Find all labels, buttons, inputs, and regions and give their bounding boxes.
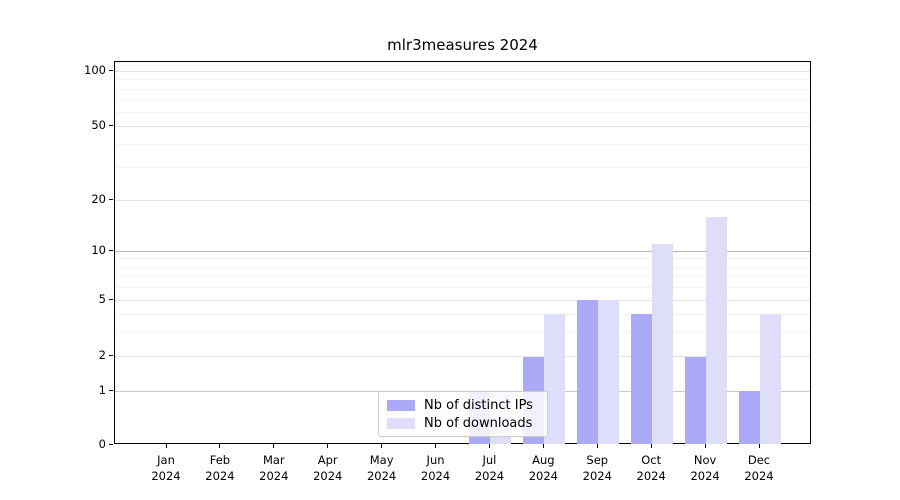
x-tick-label-dec: Dec 2024 — [744, 453, 774, 483]
y-tick-label: 10 — [91, 242, 106, 257]
x-tick-mark — [758, 444, 760, 448]
gridline — [115, 99, 810, 101]
gridline — [115, 331, 810, 333]
bar-downloads-nov — [706, 216, 728, 444]
gridline — [115, 199, 810, 201]
x-tick-mark — [435, 444, 437, 448]
y-tick-label: 20 — [91, 191, 106, 206]
legend-item-distinct-ips: Nb of distinct IPs — [387, 398, 539, 413]
y-tick-mark — [109, 198, 113, 200]
gridline — [115, 266, 810, 268]
x-tick-label-may: May 2024 — [366, 453, 397, 483]
gridline — [115, 79, 810, 81]
gridline — [115, 275, 810, 277]
y-tick-label: 5 — [98, 291, 106, 306]
x-tick-label-jun: Jun 2024 — [420, 453, 451, 483]
gridline — [115, 88, 810, 90]
y-tick-mark — [109, 298, 113, 300]
x-tick-label-jul: Jul 2024 — [474, 453, 505, 483]
chart-title: mlr3measures 2024 — [387, 36, 538, 54]
bar-distinct-ips-oct — [631, 314, 653, 444]
bar-downloads-dec — [760, 314, 781, 444]
x-tick-label-feb: Feb 2024 — [205, 453, 235, 483]
bar-distinct-ips-nov — [685, 356, 707, 444]
y-tick-mark — [109, 125, 113, 127]
legend-swatch-downloads — [387, 417, 415, 429]
gridline — [115, 250, 810, 252]
gridline — [115, 299, 810, 301]
plot-area — [114, 61, 811, 444]
x-tick-mark — [165, 444, 167, 448]
gridline — [115, 111, 810, 113]
gridline — [115, 126, 810, 128]
legend-swatch-distinct-ips — [387, 399, 415, 411]
y-tick-mark — [109, 443, 113, 445]
x-tick-label-nov: Nov 2024 — [690, 453, 720, 483]
legend-item-downloads: Nb of downloads — [387, 416, 539, 431]
bar-downloads-sep — [598, 300, 620, 444]
x-tick-label-apr: Apr 2024 — [313, 453, 343, 483]
gridline — [115, 356, 810, 358]
y-tick-mark — [109, 355, 113, 357]
gridline — [115, 167, 810, 169]
y-tick-label: 50 — [91, 118, 106, 133]
x-tick-mark — [596, 444, 598, 448]
x-tick-mark — [219, 444, 221, 448]
gridline — [115, 286, 810, 288]
gridline — [115, 258, 810, 260]
bar-downloads-oct — [652, 244, 674, 444]
legend-label-downloads: Nb of downloads — [424, 415, 533, 431]
bar-downloads-aug — [544, 314, 566, 444]
x-tick-label-aug: Aug 2024 — [528, 453, 558, 483]
x-tick-label-mar: Mar 2024 — [259, 453, 289, 483]
gridline — [115, 313, 810, 315]
gridline — [115, 144, 810, 146]
x-tick-mark — [542, 444, 544, 448]
y-tick-mark — [109, 70, 113, 72]
bar-distinct-ips-dec — [739, 391, 760, 444]
y-tick-label: 2 — [98, 348, 106, 363]
x-tick-label-oct: Oct 2024 — [636, 453, 666, 483]
y-tick-mark — [109, 389, 113, 391]
y-tick-label: 1 — [98, 382, 106, 397]
x-tick-mark — [273, 444, 275, 448]
legend: Nb of distinct IPs Nb of downloads — [378, 391, 548, 437]
x-tick-label-sep: Sep 2024 — [582, 453, 612, 483]
x-tick-mark — [488, 444, 490, 448]
x-tick-mark — [650, 444, 652, 448]
gridline — [115, 71, 810, 73]
y-tick-mark — [109, 249, 113, 251]
x-tick-mark — [704, 444, 706, 448]
legend-label-distinct-ips: Nb of distinct IPs — [424, 397, 533, 413]
x-tick-mark — [381, 444, 383, 448]
y-tick-label: 100 — [84, 63, 106, 78]
x-tick-label-jan: Jan 2024 — [151, 453, 181, 483]
bar-distinct-ips-sep — [577, 300, 599, 444]
x-tick-mark — [327, 444, 329, 448]
y-tick-label: 0 — [98, 436, 106, 451]
